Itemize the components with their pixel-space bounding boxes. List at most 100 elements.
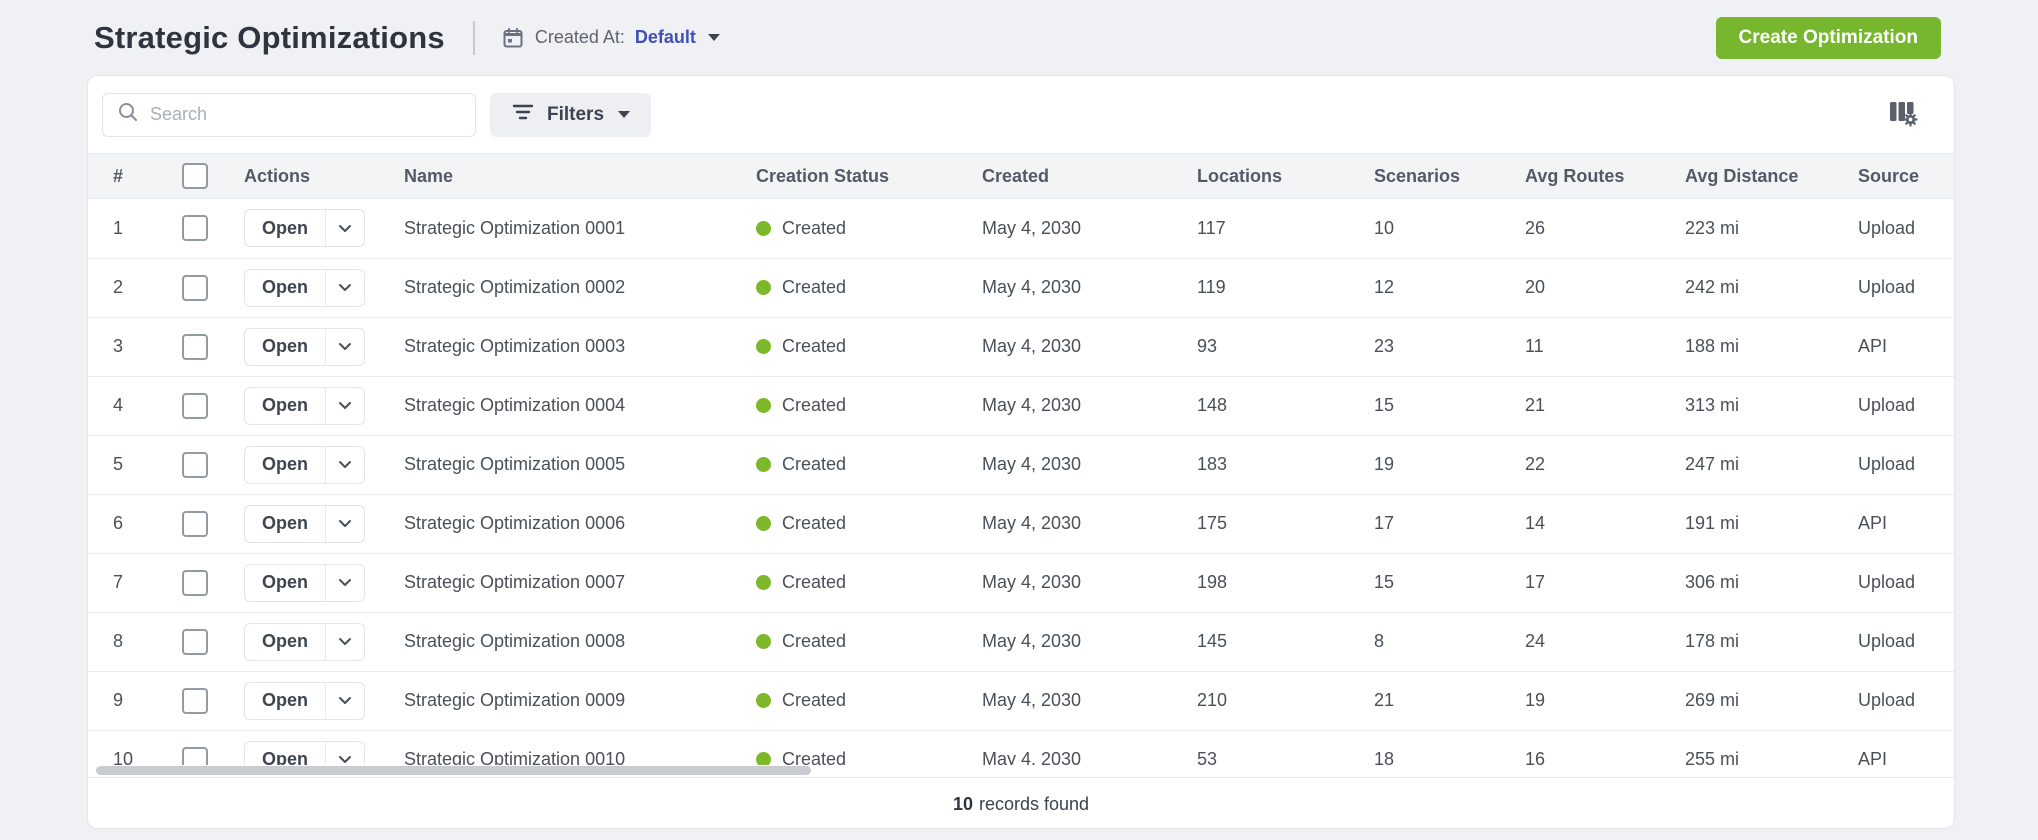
create-optimization-button[interactable]: Create Optimization <box>1715 17 1941 59</box>
row-source: Upload <box>1858 277 1916 297</box>
row-checkbox[interactable] <box>182 274 208 301</box>
row-avg-distance: 242 mi <box>1685 277 1740 297</box>
row-locations: 145 <box>1197 631 1228 651</box>
open-button-label[interactable]: Open <box>262 690 309 710</box>
row-locations: 183 <box>1197 454 1228 474</box>
row-checkbox[interactable] <box>182 215 208 242</box>
row-scenarios: 15 <box>1374 572 1395 592</box>
open-split-button[interactable]: Open <box>244 445 366 484</box>
open-split-button[interactable]: Open <box>244 504 366 543</box>
row-index: 7 <box>113 572 124 592</box>
open-button-label[interactable]: Open <box>262 395 309 415</box>
row-status: Created <box>782 454 847 474</box>
column-header-select <box>182 153 244 199</box>
column-header-created: Created <box>982 153 1197 199</box>
open-button-dropdown[interactable] <box>325 387 364 424</box>
records-count: 10 <box>952 794 973 814</box>
created-at-label: Created At: <box>534 27 625 47</box>
open-split-button[interactable]: Open <box>244 681 366 720</box>
open-split-button[interactable]: Open <box>244 327 366 366</box>
page-header: Strategic Optimizations Created At: Defa… <box>0 0 2038 75</box>
open-button-label[interactable]: Open <box>262 572 309 592</box>
status-dot-icon <box>756 280 771 295</box>
row-created-date: May 4, 2030 <box>982 572 1082 592</box>
status-dot-icon <box>756 693 771 708</box>
open-button-label[interactable]: Open <box>262 513 309 533</box>
calendar-icon <box>501 26 525 50</box>
open-button-dropdown[interactable] <box>325 505 364 542</box>
page-title: Strategic Optimizations <box>94 19 445 55</box>
table-body-viewport: 1 Open Strategic Optimization 0001 Creat… <box>88 199 1954 765</box>
open-button-dropdown[interactable] <box>325 564 364 601</box>
row-checkbox[interactable] <box>182 687 208 714</box>
table-row: 10 Open Strategic Optimization 0010 Crea… <box>88 729 1954 765</box>
table-row: 9 Open Strategic Optimization 0009 Creat… <box>88 670 1954 730</box>
open-button-dropdown[interactable] <box>325 623 364 660</box>
row-avg-routes: 17 <box>1525 572 1546 592</box>
open-button-dropdown[interactable] <box>325 328 364 365</box>
table-row: 7 Open Strategic Optimization 0007 Creat… <box>88 552 1954 612</box>
row-source: Upload <box>1858 217 1916 238</box>
open-split-button[interactable]: Open <box>244 740 366 765</box>
row-source: Upload <box>1858 690 1916 710</box>
row-checkbox[interactable] <box>182 451 208 478</box>
open-split-button[interactable]: Open <box>244 268 366 307</box>
open-button-dropdown[interactable] <box>325 682 364 719</box>
open-button-dropdown[interactable] <box>325 741 364 765</box>
status-dot-icon <box>756 398 771 413</box>
open-split-button[interactable]: Open <box>244 563 366 602</box>
row-checkbox[interactable] <box>182 746 208 765</box>
row-avg-distance: 269 mi <box>1685 690 1740 710</box>
row-source: Upload <box>1858 631 1916 651</box>
row-checkbox[interactable] <box>182 628 208 655</box>
created-at-dropdown[interactable]: Created At: Default <box>501 26 720 50</box>
column-header-avg-distance: Avg Distance <box>1685 153 1858 199</box>
row-avg-distance: 188 mi <box>1685 336 1740 356</box>
filters-button[interactable]: Filters <box>490 92 652 137</box>
row-checkbox[interactable] <box>182 510 208 537</box>
row-source: API <box>1858 513 1888 533</box>
open-button-label[interactable]: Open <box>262 336 309 356</box>
row-avg-distance: 191 mi <box>1685 513 1740 533</box>
row-status: Created <box>782 336 847 356</box>
horizontal-scrollbar[interactable] <box>88 765 1954 777</box>
table-row: 4 Open Strategic Optimization 0004 Creat… <box>88 375 1954 435</box>
table-header: # Actions Name Creation Status Created L… <box>88 153 1954 199</box>
row-status: Created <box>782 690 847 710</box>
column-header-source: Source <box>1858 153 1954 199</box>
row-source: API <box>1858 336 1888 356</box>
filters-label: Filters <box>547 103 605 125</box>
open-button-label[interactable]: Open <box>262 217 309 238</box>
horizontal-scrollbar-thumb[interactable] <box>96 766 811 775</box>
row-index: 5 <box>113 454 124 474</box>
row-scenarios: 15 <box>1374 395 1395 415</box>
open-button-label[interactable]: Open <box>262 631 309 651</box>
open-split-button[interactable]: Open <box>244 209 366 248</box>
open-split-button[interactable]: Open <box>244 622 366 661</box>
open-button-dropdown[interactable] <box>325 269 364 306</box>
row-checkbox[interactable] <box>182 392 208 419</box>
row-checkbox[interactable] <box>182 333 208 360</box>
column-header-name: Name <box>404 153 756 199</box>
row-avg-distance: 247 mi <box>1685 454 1740 474</box>
search-box[interactable] <box>102 92 476 137</box>
row-source: Upload <box>1858 454 1916 474</box>
open-button-dropdown[interactable] <box>325 210 364 247</box>
open-button-dropdown[interactable] <box>325 446 364 483</box>
search-input[interactable] <box>150 104 460 125</box>
column-settings-button[interactable] <box>1882 94 1922 135</box>
row-avg-routes: 11 <box>1525 336 1544 356</box>
row-name: Strategic Optimization 0001 <box>404 217 626 238</box>
row-name: Strategic Optimization 0009 <box>404 690 626 710</box>
row-checkbox[interactable] <box>182 569 208 596</box>
status-dot-icon <box>756 634 771 649</box>
open-button-label[interactable]: Open <box>262 454 309 474</box>
table-row: 2 Open Strategic Optimization 0002 Creat… <box>88 257 1954 317</box>
row-index: 6 <box>113 513 124 533</box>
select-all-checkbox[interactable] <box>182 163 208 189</box>
open-button-label[interactable]: Open <box>262 749 309 765</box>
open-button-label[interactable]: Open <box>262 277 309 297</box>
open-split-button[interactable]: Open <box>244 386 366 425</box>
row-scenarios: 8 <box>1374 631 1385 651</box>
row-created-date: May 4, 2030 <box>982 395 1082 415</box>
